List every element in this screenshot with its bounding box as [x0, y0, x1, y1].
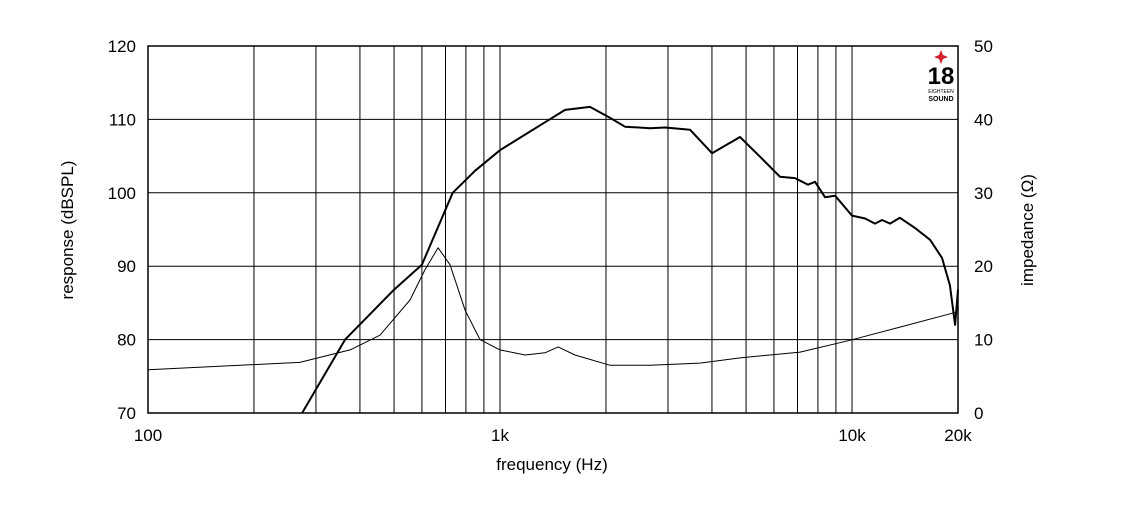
y2-tick-label: 50: [974, 37, 993, 56]
series-line: [301, 105, 959, 413]
y-tick-label: 90: [117, 257, 136, 276]
y-tick-label: 100: [108, 184, 136, 203]
y2-tick-label: 30: [974, 184, 993, 203]
x-tick-label: 20k: [944, 426, 972, 445]
logo: 18 EIGHTEEN SOUND: [928, 50, 955, 103]
logo-star: [934, 50, 948, 64]
logo-text: EIGHTEEN: [928, 89, 954, 95]
logo-text: SOUND: [928, 96, 953, 103]
y-tick-label: 120: [108, 37, 136, 56]
y-tick-label: 80: [117, 331, 136, 350]
series-line: [148, 247, 959, 371]
logo-number: 18: [928, 63, 955, 90]
x-tick-label: 100: [134, 426, 162, 445]
y2-tick-label: 20: [974, 257, 993, 276]
x-tick-label: 10k: [838, 426, 866, 445]
x-axis-title: frequency (Hz): [496, 455, 607, 474]
y2-tick-label: 10: [974, 331, 993, 350]
y-axis-title: response (dBSPL): [58, 161, 77, 300]
y2-tick-label: 40: [974, 110, 993, 129]
y-tick-label: 110: [109, 110, 136, 129]
y2-axis-title: impedance (Ω): [1018, 174, 1037, 286]
plot-frame: [147, 45, 959, 414]
y-tick-label: 70: [117, 404, 136, 423]
x-tick-label: 1k: [491, 426, 509, 445]
y2-tick-label: 0: [974, 404, 983, 423]
